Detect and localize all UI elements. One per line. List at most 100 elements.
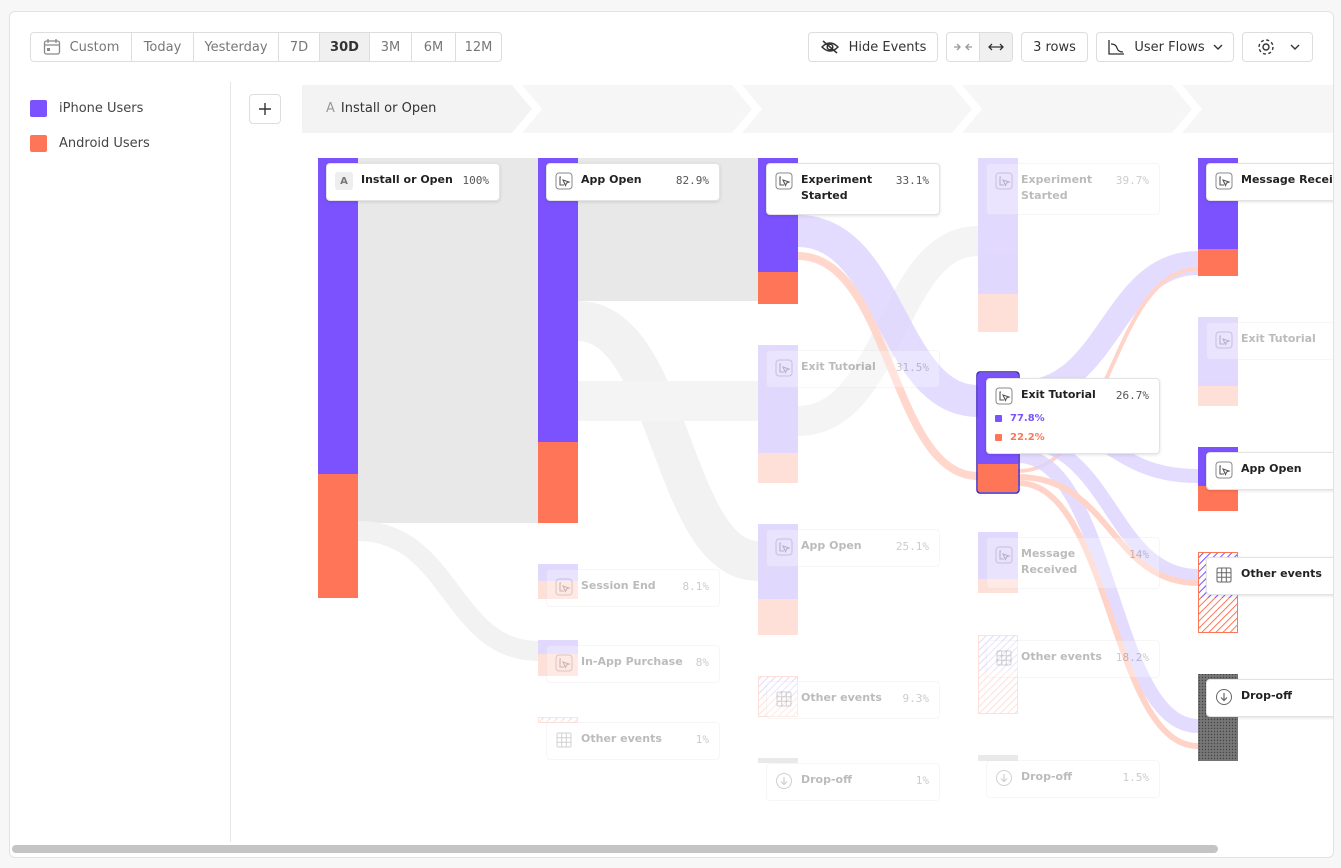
node-percent: 33.1%	[895, 174, 929, 187]
date-range-button[interactable]: Yesterday	[193, 33, 278, 61]
node-icon	[995, 769, 1013, 787]
node-card[interactable]: Other events 9.3%	[766, 681, 940, 719]
card-row: Drop-off 1.5%	[995, 769, 1149, 787]
node-bar[interactable]	[978, 158, 1018, 332]
scrollbar-thumb[interactable]	[12, 845, 1218, 853]
event-icon	[1215, 461, 1233, 479]
node-icon	[555, 654, 573, 672]
node-card[interactable]: Drop-off	[1206, 679, 1333, 717]
node-percent: 31.5%	[895, 361, 929, 374]
node-card[interactable]: App Open 25.1%	[766, 529, 940, 567]
breakdown-row: 22.2%	[995, 432, 1149, 443]
add-step-button[interactable]	[249, 94, 281, 124]
iphone-segment	[758, 524, 798, 599]
node-bar[interactable]	[978, 755, 1018, 761]
node-bar[interactable]	[758, 524, 798, 635]
step-letter-icon: A	[335, 172, 353, 190]
node-bar[interactable]	[758, 758, 798, 763]
node-label: Other events	[801, 691, 882, 704]
card-row: A Install or Open 100%	[335, 172, 489, 190]
step-chevron	[1182, 85, 1333, 133]
node-card[interactable]: In-App Purchase 8%	[546, 645, 720, 683]
node-card[interactable]: App Open 82.9%	[546, 163, 720, 201]
node-card[interactable]: Session End 8.1%	[546, 569, 720, 607]
node-card[interactable]: App Open	[1206, 452, 1333, 490]
node-bar[interactable]	[978, 635, 1018, 714]
node-bar[interactable]	[1198, 317, 1238, 406]
iphone-segment	[978, 158, 1018, 294]
date-range-button[interactable]: Today	[131, 33, 193, 61]
plus-icon	[259, 103, 271, 115]
node-card[interactable]: Drop-off 1.5%	[986, 760, 1160, 798]
node-card[interactable]: Other events 18.2%	[986, 640, 1160, 678]
node-card[interactable]: Experiment Started 33.1%	[766, 163, 940, 215]
card-row: Session End 8.1%	[555, 578, 709, 596]
card-row: App Open	[1215, 461, 1333, 479]
node-card[interactable]: Experiment Started 39.7%	[986, 163, 1160, 215]
date-range-button[interactable]: Custom	[31, 33, 131, 61]
hide-events-button[interactable]: Hide Events	[808, 32, 938, 62]
date-range-button[interactable]: 3M	[369, 33, 411, 61]
date-range-button[interactable]: 6M	[411, 33, 455, 61]
node-icon	[995, 546, 1013, 564]
node-bar[interactable]	[758, 676, 798, 717]
node-bar[interactable]	[538, 640, 578, 676]
date-range-button[interactable]: 7D	[278, 33, 319, 61]
iphone-segment	[978, 635, 1018, 671]
event-icon	[995, 172, 1013, 190]
node-percent: 8%	[695, 656, 709, 669]
iphone-segment	[538, 158, 578, 442]
step-label[interactable]: A Install or Open	[326, 101, 436, 116]
node-card[interactable]: Message Received 14%	[986, 537, 1160, 589]
node-card[interactable]: Drop-off 1%	[766, 763, 940, 801]
node-icon	[1215, 331, 1233, 349]
node-card[interactable]: A Install or Open 100%	[326, 163, 500, 201]
hatch-outline	[978, 635, 1018, 714]
node-card[interactable]: Exit Tutorial 31.5%	[766, 350, 940, 388]
node-card[interactable]: Other events	[1206, 557, 1333, 595]
event-icon	[1215, 331, 1233, 349]
date-range-label: 30D	[330, 39, 359, 55]
android-segment	[538, 581, 578, 599]
node-bar[interactable]	[538, 158, 578, 523]
iphone-segment	[538, 717, 578, 720]
caret	[1213, 44, 1223, 50]
node-icon	[775, 538, 793, 556]
node-bar[interactable]	[318, 158, 358, 598]
button-label: 3 rows	[1033, 39, 1076, 55]
date-range-button[interactable]: 12M	[455, 33, 501, 61]
node-card[interactable]: Exit Tutorial	[1206, 322, 1333, 360]
node-icon	[1215, 688, 1233, 706]
node-percent: 18.2%	[1115, 651, 1149, 664]
node-bar[interactable]	[758, 345, 798, 483]
legend-item[interactable]: Android Users	[30, 135, 150, 152]
flow-link	[796, 215, 980, 417]
node-card[interactable]: Other events 1%	[546, 722, 720, 760]
android-segment	[758, 696, 798, 717]
step-chevron	[302, 85, 532, 133]
date-range-button[interactable]: 30D	[319, 33, 369, 61]
button-label: Hide Events	[848, 39, 927, 55]
node-icon	[775, 772, 793, 790]
iphone-segment	[1198, 317, 1238, 386]
expand-button[interactable]	[978, 33, 1012, 61]
grid-icon	[776, 691, 792, 707]
node-card[interactable]: Message Received	[1206, 163, 1333, 201]
settings-button[interactable]	[1242, 32, 1313, 62]
view-select[interactable]: User Flows	[1096, 32, 1234, 62]
node-label: Install or Open	[361, 173, 453, 186]
node-bar[interactable]	[538, 717, 578, 723]
node-bar[interactable]	[538, 564, 578, 599]
node-bar[interactable]	[978, 532, 1018, 593]
node-label: Experiment Started	[801, 173, 873, 202]
android-segment	[978, 671, 1018, 714]
legend-item[interactable]: iPhone Users	[30, 100, 143, 117]
android-segment	[758, 453, 798, 483]
card-row: Exit Tutorial	[1215, 331, 1333, 349]
rows-button[interactable]: 3 rows	[1021, 32, 1088, 62]
collapse-button[interactable]	[947, 33, 979, 61]
step-chevron	[742, 85, 972, 133]
node-icon	[1215, 566, 1233, 584]
iphone-segment	[538, 564, 578, 581]
node-card[interactable]: Exit Tutorial 26.7% 77.8% 22.2%	[986, 378, 1160, 454]
